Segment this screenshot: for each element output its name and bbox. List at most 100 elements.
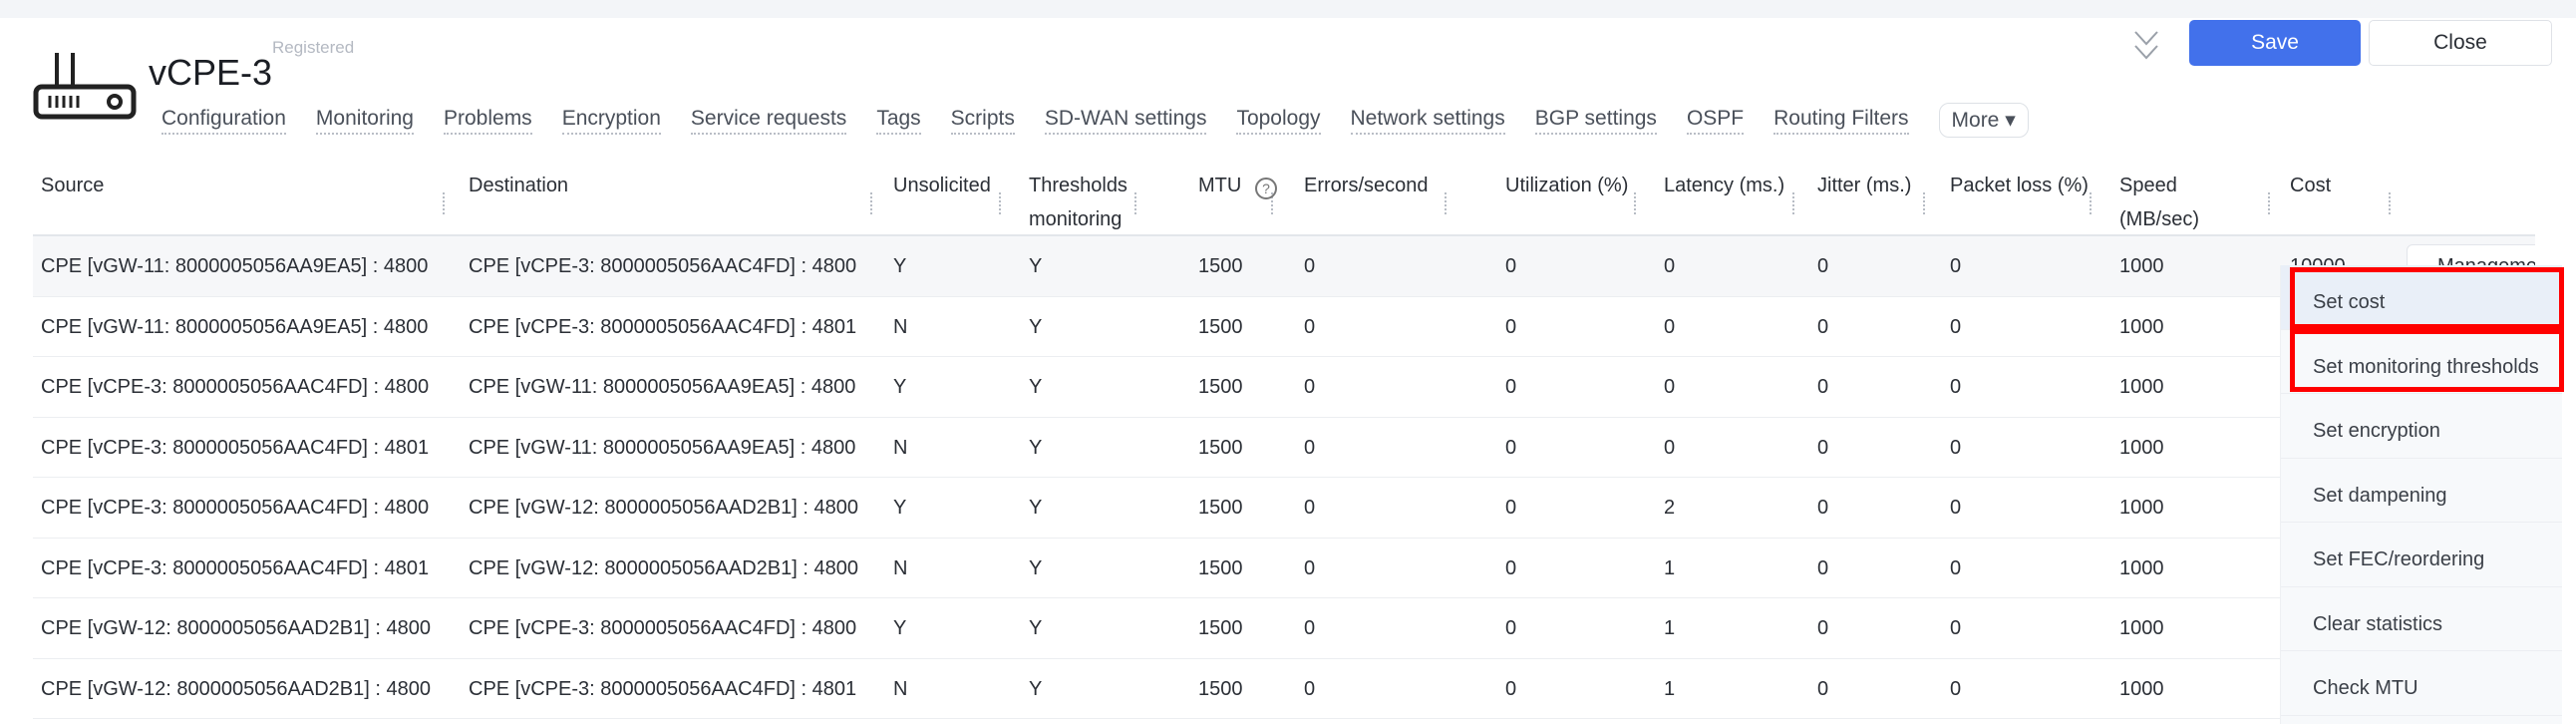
tab-problems[interactable]: Problems bbox=[443, 107, 532, 135]
cell-7: 0 bbox=[1664, 255, 1676, 277]
cell-6: 0 bbox=[1505, 556, 1517, 579]
column-header[interactable]: Utilization (%) bbox=[1505, 175, 1629, 196]
more-tabs-button[interactable]: More ▾ bbox=[1938, 103, 2029, 138]
tab-bgp-settings[interactable]: BGP settings bbox=[1534, 107, 1657, 135]
cell-10: 1000 bbox=[2119, 617, 2164, 639]
cell-9: 0 bbox=[1950, 315, 1962, 338]
cell-4: 1500 bbox=[1198, 436, 1243, 459]
column-header[interactable]: Latency (ms.) bbox=[1664, 175, 1785, 196]
column-header[interactable]: Errors/second bbox=[1304, 175, 1429, 196]
menu-item-check-mtu[interactable]: Check MTU bbox=[2281, 651, 2562, 716]
highlight-box-set-cost bbox=[2290, 267, 2564, 329]
cell-3: Y bbox=[1029, 677, 1043, 700]
cell-1: CPE [vGW-11: 8000005056AA9EA5] : 4800 bbox=[469, 436, 856, 459]
cell-8: 0 bbox=[1817, 677, 1829, 700]
column-resize-handle[interactable] bbox=[1923, 192, 1925, 214]
table-row[interactable]: CPE [vCPE-3: 8000005056AAC4FD] : 4801 CPE… bbox=[33, 418, 2535, 478]
column-resize-handle[interactable] bbox=[1134, 192, 1136, 214]
column-resize-handle[interactable] bbox=[1634, 192, 1636, 214]
cell-9: 0 bbox=[1950, 677, 1962, 700]
cell-8: 0 bbox=[1817, 436, 1829, 459]
cell-9: 0 bbox=[1950, 497, 1962, 519]
tab-scripts[interactable]: Scripts bbox=[950, 107, 1015, 135]
column-resize-handle[interactable] bbox=[1445, 192, 1447, 214]
cell-0: CPE [vGW-11: 8000005056AA9EA5] : 4800 bbox=[41, 315, 429, 338]
menu-item-set-cost[interactable]: Set cost bbox=[2281, 265, 2562, 330]
cell-10: 1000 bbox=[2119, 677, 2164, 700]
column-header[interactable]: MTU bbox=[1198, 175, 1242, 196]
cell-4: 1500 bbox=[1198, 315, 1243, 338]
column-resize-handle[interactable] bbox=[999, 192, 1001, 214]
column-resize-handle[interactable] bbox=[2389, 192, 2391, 214]
column-header[interactable]: Destination bbox=[469, 175, 569, 196]
column-resize-handle[interactable] bbox=[1792, 192, 1794, 214]
management-menu: Set cost Set monitoring thresholds Set enc… bbox=[2281, 265, 2562, 724]
column-resize-handle[interactable] bbox=[870, 192, 872, 214]
table-row[interactable]: CPE [vCPE-3: 8000005056AAC4FD] : 4801 CPE… bbox=[33, 539, 2535, 598]
cell-8: 0 bbox=[1817, 376, 1829, 398]
tab-tags[interactable]: Tags bbox=[876, 107, 921, 135]
cell-0: CPE [vCPE-3: 8000005056AAC4FD] : 4800 bbox=[41, 497, 430, 519]
cell-7: 1 bbox=[1664, 677, 1676, 700]
collapse-chevrons-icon[interactable] bbox=[2131, 28, 2161, 64]
cell-0: CPE [vCPE-3: 8000005056AAC4FD] : 4801 bbox=[41, 436, 430, 459]
tab-service-requests[interactable]: Service requests bbox=[690, 107, 847, 135]
cell-0: CPE [vGW-12: 8000005056AAD2B1] : 4800 bbox=[41, 617, 431, 639]
tab-network-settings[interactable]: Network settings bbox=[1350, 107, 1505, 135]
cell-7: 0 bbox=[1664, 376, 1676, 398]
cell-5: 0 bbox=[1304, 677, 1316, 700]
column-resize-handle[interactable] bbox=[443, 192, 445, 214]
cell-6: 0 bbox=[1505, 677, 1517, 700]
cell-4: 1500 bbox=[1198, 617, 1243, 639]
cell-1: CPE [vCPE-3: 8000005056AAC4FD] : 4801 bbox=[469, 315, 857, 338]
tab-sd-wan-settings[interactable]: SD-WAN settings bbox=[1044, 107, 1207, 135]
tab-configuration[interactable]: Configuration bbox=[161, 107, 286, 135]
cell-5: 0 bbox=[1304, 255, 1316, 277]
column-resize-handle[interactable] bbox=[2090, 192, 2092, 214]
cell-3: Y bbox=[1029, 497, 1043, 519]
menu-item-set-dampening[interactable]: Set dampening bbox=[2281, 459, 2562, 523]
table-header: Source Destination Unsolicited Thresholds m… bbox=[33, 157, 2535, 236]
menu-item-clear-statistics[interactable]: Clear statistics bbox=[2281, 587, 2562, 651]
cell-0: CPE [vCPE-3: 8000005056AAC4FD] : 4800 bbox=[41, 376, 430, 398]
cell-5: 0 bbox=[1304, 556, 1316, 579]
table-row[interactable]: CPE [vGW-11: 8000005056AA9EA5] : 4800 CPE… bbox=[33, 297, 2535, 357]
column-header[interactable]: Packet loss (%) bbox=[1950, 175, 2089, 196]
column-resize-handle[interactable] bbox=[2268, 192, 2270, 214]
tab-ospf[interactable]: OSPF bbox=[1686, 107, 1745, 135]
cell-1: CPE [vGW-12: 8000005056AAD2B1] : 4800 bbox=[469, 497, 858, 519]
cell-9: 0 bbox=[1950, 556, 1962, 579]
tab-routing-filters[interactable]: Routing Filters bbox=[1773, 107, 1909, 135]
menu-item-set-monitoring-thresholds[interactable]: Set monitoring thresholds bbox=[2281, 330, 2562, 394]
column-resize-handle[interactable] bbox=[1271, 192, 1273, 214]
column-header[interactable]: Unsolicited bbox=[893, 175, 991, 196]
router-icon bbox=[33, 53, 137, 120]
cell-10: 1000 bbox=[2119, 497, 2164, 519]
cell-2: N bbox=[893, 556, 908, 579]
table-row[interactable]: CPE [vGW-12: 8000005056AAD2B1] : 4800 CPE… bbox=[33, 659, 2535, 719]
cell-8: 0 bbox=[1817, 315, 1829, 338]
cell-3: Y bbox=[1029, 556, 1043, 579]
cell-2: Y bbox=[893, 617, 907, 639]
column-header[interactable]: Thresholds monitoring bbox=[1029, 175, 1127, 230]
cell-3: Y bbox=[1029, 376, 1043, 398]
column-header[interactable]: Source bbox=[41, 175, 105, 196]
help-icon[interactable]: ? bbox=[1255, 178, 1277, 199]
cell-2: N bbox=[893, 677, 908, 700]
cell-0: CPE [vCPE-3: 8000005056AAC4FD] : 4801 bbox=[41, 556, 430, 579]
table-row[interactable]: CPE [vCPE-3: 8000005056AAC4FD] : 4800 CPE… bbox=[33, 357, 2535, 418]
tab-monitoring[interactable]: Monitoring bbox=[315, 107, 414, 135]
column-header[interactable]: Speed (MB/sec) bbox=[2119, 175, 2199, 230]
tab-encryption[interactable]: Encryption bbox=[561, 107, 661, 135]
table-row[interactable]: CPE [vGW-12: 8000005056AAD2B1] : 4800 CPE… bbox=[33, 598, 2535, 659]
column-header[interactable]: Jitter (ms.) bbox=[1817, 175, 1912, 196]
menu-item-set-encryption[interactable]: Set encryption bbox=[2281, 394, 2562, 459]
column-header[interactable]: Cost bbox=[2290, 175, 2332, 196]
menu-item-set-fec-reordering[interactable]: Set FEC/reordering bbox=[2281, 523, 2562, 587]
tab-topology[interactable]: Topology bbox=[1236, 107, 1321, 135]
cell-0: CPE [vGW-12: 8000005056AAD2B1] : 4800 bbox=[41, 677, 431, 700]
table-row[interactable]: CPE [vCPE-3: 8000005056AAC4FD] : 4800 CPE… bbox=[33, 478, 2535, 539]
save-button[interactable]: Save bbox=[2189, 20, 2361, 66]
close-button[interactable]: Close bbox=[2369, 20, 2552, 66]
table-row[interactable]: CPE [vGW-11: 8000005056AA9EA5] : 4800 CPE… bbox=[33, 236, 2535, 297]
